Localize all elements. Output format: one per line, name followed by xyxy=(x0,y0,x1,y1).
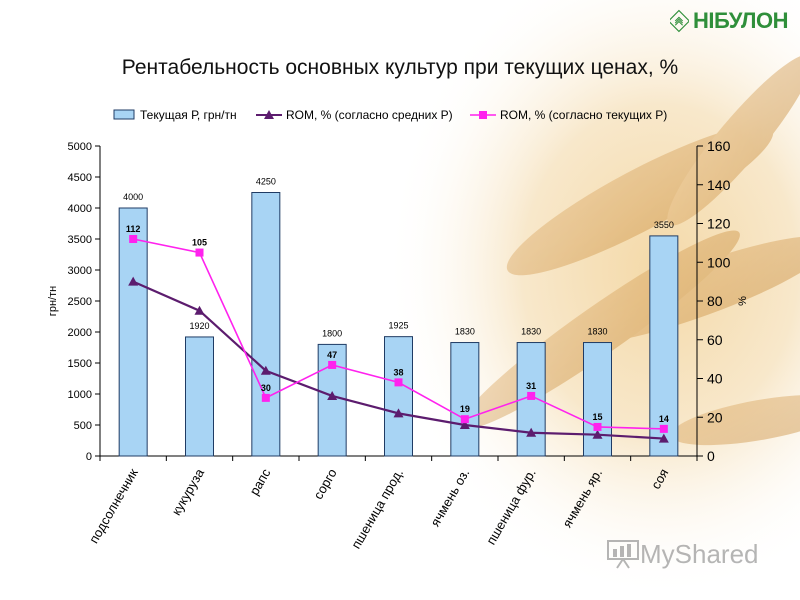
bar-series xyxy=(118,192,679,457)
bar xyxy=(118,207,148,457)
left-tick-label: 500 xyxy=(74,420,92,432)
legend-avg-marker xyxy=(264,110,274,119)
rom-current-value-label: 47 xyxy=(327,350,337,360)
rom-current-value-label: 15 xyxy=(592,412,602,422)
rom-current-point xyxy=(129,235,138,243)
bar-value-label: 1800 xyxy=(322,328,342,338)
rom-current-point xyxy=(659,424,668,433)
right-tick-label: 60 xyxy=(707,332,723,348)
rom-average-point xyxy=(658,433,669,443)
rom-current-value-label: 105 xyxy=(192,238,207,248)
legend-cur-label: ROM, % (согласно текущих Р) xyxy=(500,108,667,122)
logo-mark-icon xyxy=(670,9,689,33)
right-axis-title: % xyxy=(737,296,749,306)
right-tick-label: 80 xyxy=(707,293,723,309)
rom-average-point xyxy=(194,305,205,315)
bar-value-label: 4000 xyxy=(123,192,143,202)
left-axis-title: грн/тн xyxy=(47,286,59,316)
left-tick-label: 4000 xyxy=(68,203,92,215)
data-labels: 4000 1920 4250 1800 1925 1830 1830 1830 3550 112 1… xyxy=(123,177,674,424)
rom-current-value-label: 31 xyxy=(526,381,536,391)
left-tick-label: 5000 xyxy=(68,141,92,153)
right-tick-label: 100 xyxy=(707,254,731,270)
legend-avg-label: ROM, % (согласно средних Р) xyxy=(286,108,453,122)
rom-current-point xyxy=(195,248,204,257)
line-series xyxy=(128,235,669,443)
rom-average-point xyxy=(128,276,139,286)
rom-current-point xyxy=(261,393,270,402)
rom-current-point xyxy=(460,415,469,424)
rom-average-point xyxy=(393,408,404,418)
rom-current-value-label: 30 xyxy=(261,383,271,393)
category-label: соя xyxy=(648,466,671,492)
right-tick-label: 140 xyxy=(707,177,731,193)
chart-legend: Текущая Р, грн/тн ROM, % (согласно средни… xyxy=(113,108,667,122)
bar xyxy=(251,192,281,457)
left-tick-label: 1500 xyxy=(68,358,92,370)
right-tick-label: 0 xyxy=(707,448,715,464)
category-label: пшеница фур. xyxy=(483,466,539,547)
rom-average-point xyxy=(459,420,470,429)
bar-value-label: 1830 xyxy=(455,327,475,337)
bar xyxy=(583,342,612,457)
presentation-icon xyxy=(607,540,639,569)
left-tick-label: 1000 xyxy=(68,389,92,401)
right-tick-label: 20 xyxy=(707,409,723,425)
rom-average-point xyxy=(260,365,271,375)
left-tick-label: 0 xyxy=(86,451,92,463)
category-label: подсолнечник xyxy=(86,466,141,546)
legend-bar-swatch xyxy=(113,109,135,120)
bar-value-label: 3550 xyxy=(654,220,674,230)
rom-average-point xyxy=(592,429,603,439)
bar xyxy=(384,336,413,457)
bar-value-label: 1920 xyxy=(189,321,209,331)
right-tick-label: 160 xyxy=(707,138,731,154)
rom-current-point xyxy=(593,422,602,431)
nibulon-logo: НІБУЛОН xyxy=(670,4,789,38)
category-label: рапс xyxy=(246,466,273,498)
right-tick-label: 40 xyxy=(707,371,723,387)
bar-value-label: 4250 xyxy=(256,177,276,187)
legend-cur-marker xyxy=(479,111,487,119)
rom-average-point xyxy=(526,427,537,437)
rom-current-value-label: 38 xyxy=(393,367,403,377)
category-label: пшеница прод. xyxy=(348,466,406,551)
left-tick-label: 3500 xyxy=(68,234,92,246)
rom-current-value-label: 112 xyxy=(126,224,141,234)
legend-bar-label: Текущая Р, грн/тн xyxy=(140,108,237,122)
chart-title: Рентабельность основных культур при теку… xyxy=(121,56,679,79)
category-label: кукуруза xyxy=(168,465,207,518)
left-tick-label: 4500 xyxy=(68,172,92,184)
left-tick-label: 2500 xyxy=(68,296,92,308)
rom-current-value-label: 14 xyxy=(659,414,669,424)
category-label: ячмень яр. xyxy=(559,466,605,530)
category-label: ячмень оз. xyxy=(427,466,472,529)
rom-average-point xyxy=(327,390,338,400)
watermark: MyShared xyxy=(606,536,759,572)
watermark-text: MyShared xyxy=(640,538,759,569)
bar-value-label: 1925 xyxy=(388,321,408,331)
category-label: сорго xyxy=(310,466,339,502)
logo-text: НІБУЛОН xyxy=(692,8,789,33)
bar xyxy=(185,336,214,457)
rom-current-point xyxy=(394,378,403,387)
right-tick-label: 120 xyxy=(707,216,731,232)
rom-current-value-label: 19 xyxy=(460,404,470,414)
rom-current-point xyxy=(328,360,337,369)
bar-value-label: 1830 xyxy=(521,327,541,337)
left-tick-label: 2000 xyxy=(68,327,92,339)
bar xyxy=(649,235,679,457)
left-tick-label: 3000 xyxy=(68,265,92,277)
bar-value-label: 1830 xyxy=(587,327,607,337)
bar xyxy=(450,342,480,457)
rom-current-point xyxy=(527,391,536,400)
